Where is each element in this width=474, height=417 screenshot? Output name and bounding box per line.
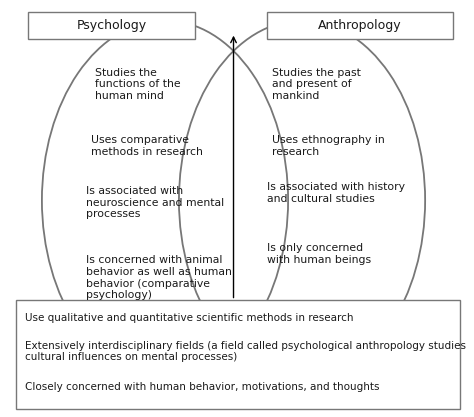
FancyBboxPatch shape	[267, 13, 453, 39]
Text: Anthropology: Anthropology	[318, 19, 402, 32]
Text: Studies the
functions of the
human mind: Studies the functions of the human mind	[95, 68, 181, 101]
Text: Uses ethnography in
research: Uses ethnography in research	[272, 135, 384, 156]
Text: Is associated with history
and cultural studies: Is associated with history and cultural …	[267, 182, 405, 203]
Text: Closely concerned with human behavior, motivations, and thoughts: Closely concerned with human behavior, m…	[25, 382, 379, 392]
Text: Psychology: Psychology	[76, 19, 146, 32]
Text: Extensively interdisciplinary fields (a field called psychological anthropology : Extensively interdisciplinary fields (a …	[25, 341, 466, 362]
Text: Use qualitative and quantitative scientific methods in research: Use qualitative and quantitative scienti…	[25, 314, 353, 324]
Text: Is associated with
neuroscience and mental
processes: Is associated with neuroscience and ment…	[86, 186, 224, 219]
FancyBboxPatch shape	[28, 13, 195, 39]
Text: Uses comparative
methods in research: Uses comparative methods in research	[91, 135, 202, 156]
FancyBboxPatch shape	[16, 300, 460, 409]
Text: Is concerned with animal
behavior as well as human
behavior (comparative
psychol: Is concerned with animal behavior as wel…	[86, 256, 232, 300]
Text: Studies the past
and present of
mankind: Studies the past and present of mankind	[272, 68, 361, 101]
Text: Is only concerned
with human beings: Is only concerned with human beings	[267, 243, 371, 265]
